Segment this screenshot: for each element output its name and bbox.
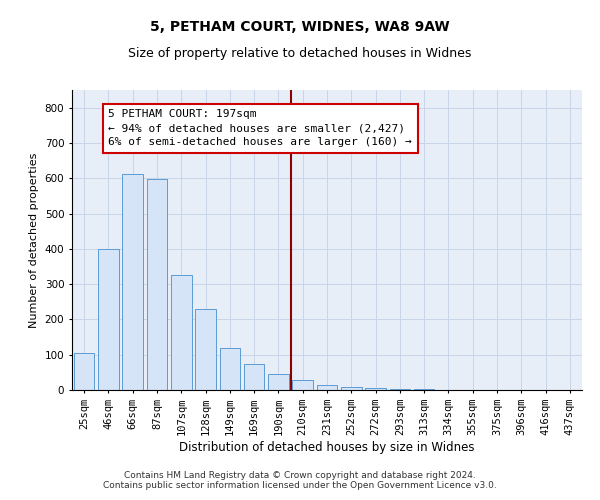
Bar — [146, 180, 167, 390]
Text: 5 PETHAM COURT: 197sqm
← 94% of detached houses are smaller (2,427)
6% of semi-d: 5 PETHAM COURT: 197sqm ← 94% of detached… — [109, 110, 412, 148]
Bar — [292, 380, 313, 390]
Bar — [317, 385, 337, 390]
Bar — [341, 387, 362, 390]
Bar — [195, 309, 216, 390]
Bar — [171, 276, 191, 390]
Bar — [220, 348, 240, 390]
Text: Size of property relative to detached houses in Widnes: Size of property relative to detached ho… — [128, 48, 472, 60]
Text: Contains HM Land Registry data © Crown copyright and database right 2024.
Contai: Contains HM Land Registry data © Crown c… — [103, 470, 497, 490]
Bar — [98, 249, 119, 390]
Bar — [244, 364, 265, 390]
Bar — [365, 388, 386, 390]
Y-axis label: Number of detached properties: Number of detached properties — [29, 152, 39, 328]
Bar — [389, 389, 410, 390]
Bar — [268, 374, 289, 390]
X-axis label: Distribution of detached houses by size in Widnes: Distribution of detached houses by size … — [179, 440, 475, 454]
Bar — [122, 174, 143, 390]
Bar — [74, 354, 94, 390]
Text: 5, PETHAM COURT, WIDNES, WA8 9AW: 5, PETHAM COURT, WIDNES, WA8 9AW — [150, 20, 450, 34]
